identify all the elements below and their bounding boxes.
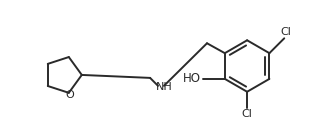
Text: HO: HO — [183, 72, 201, 85]
Text: Cl: Cl — [281, 27, 292, 37]
Text: O: O — [65, 90, 74, 100]
Text: Cl: Cl — [242, 109, 252, 119]
Text: NH: NH — [156, 82, 172, 92]
